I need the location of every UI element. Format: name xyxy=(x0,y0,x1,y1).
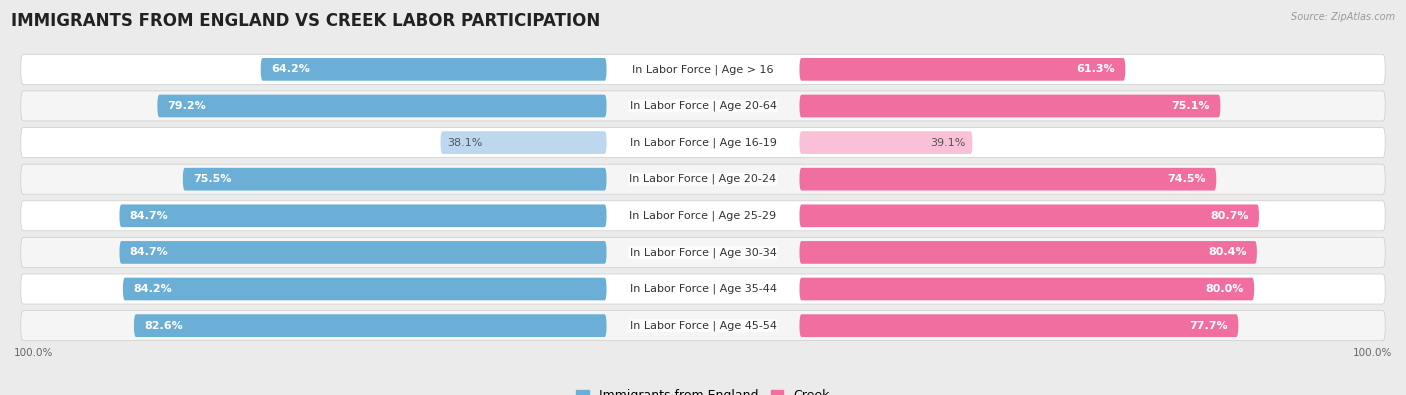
FancyBboxPatch shape xyxy=(800,314,1239,337)
FancyBboxPatch shape xyxy=(21,274,1385,304)
Text: In Labor Force | Age 20-64: In Labor Force | Age 20-64 xyxy=(630,101,776,111)
FancyBboxPatch shape xyxy=(21,201,1385,231)
FancyBboxPatch shape xyxy=(122,278,606,300)
FancyBboxPatch shape xyxy=(800,205,1258,227)
FancyBboxPatch shape xyxy=(157,95,606,117)
Text: In Labor Force | Age 25-29: In Labor Force | Age 25-29 xyxy=(630,211,776,221)
FancyBboxPatch shape xyxy=(134,314,606,337)
FancyBboxPatch shape xyxy=(21,91,1385,121)
FancyBboxPatch shape xyxy=(800,58,1125,81)
Text: In Labor Force | Age 20-24: In Labor Force | Age 20-24 xyxy=(630,174,776,184)
Text: 100.0%: 100.0% xyxy=(1353,348,1392,358)
FancyBboxPatch shape xyxy=(21,237,1385,267)
Text: In Labor Force | Age 30-34: In Labor Force | Age 30-34 xyxy=(630,247,776,258)
Text: 74.5%: 74.5% xyxy=(1167,174,1206,184)
Text: 75.1%: 75.1% xyxy=(1171,101,1211,111)
Legend: Immigrants from England, Creek: Immigrants from England, Creek xyxy=(571,384,835,395)
Text: In Labor Force | Age > 16: In Labor Force | Age > 16 xyxy=(633,64,773,75)
FancyBboxPatch shape xyxy=(800,241,1257,264)
FancyBboxPatch shape xyxy=(21,164,1385,194)
FancyBboxPatch shape xyxy=(21,128,1385,158)
Text: 84.7%: 84.7% xyxy=(129,211,169,221)
FancyBboxPatch shape xyxy=(120,205,606,227)
Text: 80.4%: 80.4% xyxy=(1208,247,1247,258)
Text: 39.1%: 39.1% xyxy=(931,137,966,148)
FancyBboxPatch shape xyxy=(440,131,606,154)
FancyBboxPatch shape xyxy=(21,310,1385,340)
Text: 75.5%: 75.5% xyxy=(193,174,232,184)
FancyBboxPatch shape xyxy=(260,58,606,81)
Text: In Labor Force | Age 35-44: In Labor Force | Age 35-44 xyxy=(630,284,776,294)
Text: 100.0%: 100.0% xyxy=(14,348,53,358)
Text: In Labor Force | Age 45-54: In Labor Force | Age 45-54 xyxy=(630,320,776,331)
Text: 84.2%: 84.2% xyxy=(134,284,172,294)
FancyBboxPatch shape xyxy=(800,131,973,154)
FancyBboxPatch shape xyxy=(21,55,1385,85)
Text: 82.6%: 82.6% xyxy=(145,321,183,331)
Text: 61.3%: 61.3% xyxy=(1077,64,1115,74)
FancyBboxPatch shape xyxy=(800,95,1220,117)
Text: 77.7%: 77.7% xyxy=(1189,321,1227,331)
Text: 79.2%: 79.2% xyxy=(167,101,207,111)
Text: 80.0%: 80.0% xyxy=(1205,284,1244,294)
Text: 84.7%: 84.7% xyxy=(129,247,169,258)
FancyBboxPatch shape xyxy=(183,168,606,190)
Text: 80.7%: 80.7% xyxy=(1211,211,1249,221)
FancyBboxPatch shape xyxy=(800,168,1216,190)
Text: Source: ZipAtlas.com: Source: ZipAtlas.com xyxy=(1291,12,1395,22)
FancyBboxPatch shape xyxy=(800,278,1254,300)
Text: IMMIGRANTS FROM ENGLAND VS CREEK LABOR PARTICIPATION: IMMIGRANTS FROM ENGLAND VS CREEK LABOR P… xyxy=(11,12,600,30)
Text: In Labor Force | Age 16-19: In Labor Force | Age 16-19 xyxy=(630,137,776,148)
FancyBboxPatch shape xyxy=(120,241,606,264)
Text: 38.1%: 38.1% xyxy=(447,137,482,148)
Text: 64.2%: 64.2% xyxy=(271,64,309,74)
